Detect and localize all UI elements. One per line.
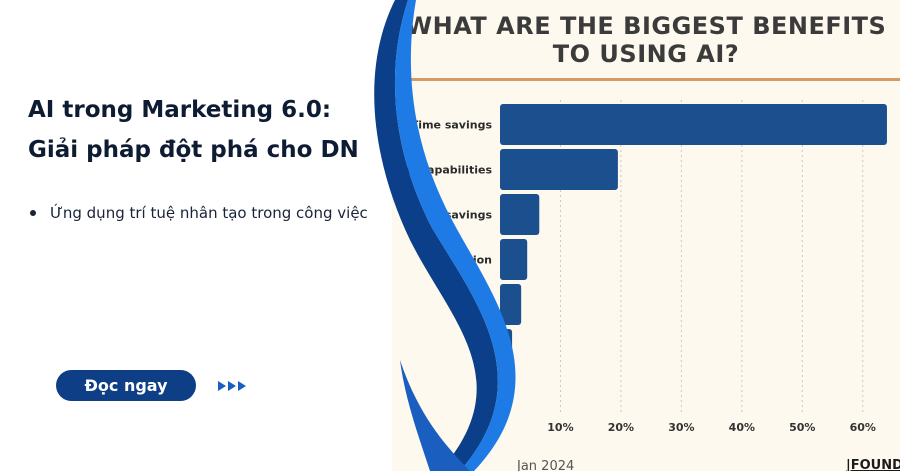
headline: AI trong Marketing 6.0: Giải pháp đột ph… [28, 90, 388, 170]
chart-source-date: Jan 2024 [517, 459, 575, 471]
bar [500, 329, 513, 370]
bar [500, 149, 618, 190]
chart-title-line2: TO USING AI? [552, 40, 740, 68]
bullet-text: Ứng dụng trí tuệ nhân tạo trong công việ… [50, 204, 368, 222]
bar [500, 104, 887, 145]
triple-play-arrows-icon [218, 381, 246, 391]
headline-line1: AI trong Marketing 6.0: [28, 97, 332, 123]
x-tick-label: 40% [729, 421, 755, 434]
bar [500, 239, 528, 280]
bar [500, 194, 540, 235]
bar-chart: 10% 20% 30% 40% 50% 60% Time savings ew capabil… [399, 100, 887, 434]
x-tick-label: 10% [547, 421, 573, 434]
bullet-dot-icon [30, 210, 36, 216]
category-label: Time savings [411, 119, 493, 132]
x-tick-label: 30% [668, 421, 694, 434]
x-tick-label: 60% [850, 421, 876, 434]
headline-line2: Giải pháp đột phá cho DN [28, 137, 359, 163]
x-tick-label: 50% [789, 421, 815, 434]
chart-title-divider [392, 78, 900, 81]
category-label: ation [460, 254, 492, 267]
read-now-button[interactable]: Đọc ngay [56, 370, 196, 401]
x-tick-label: 20% [608, 421, 634, 434]
category-label: ew capabilities [399, 164, 492, 177]
bar [500, 284, 522, 325]
category-label: st savings [429, 209, 492, 222]
bullet-item: Ứng dụng trí tuệ nhân tạo trong công việ… [30, 204, 368, 222]
